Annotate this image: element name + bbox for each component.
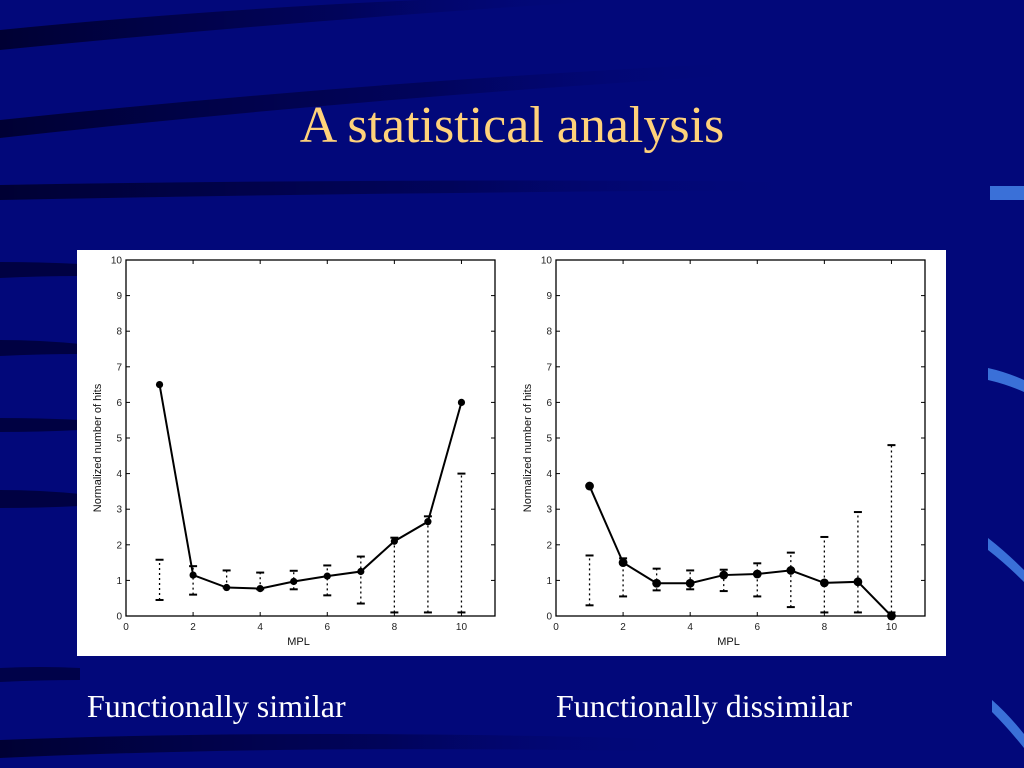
chart1-y-axis-label: Normalized number of hits xyxy=(92,383,104,512)
chart2-y-tick-label: 2 xyxy=(546,540,552,551)
chart2-data-point xyxy=(618,558,628,567)
chart1-y-tick-label: 6 xyxy=(116,398,122,409)
chart2-x-tick-label: 6 xyxy=(754,622,760,633)
chart1-y-tick-label: 1 xyxy=(116,576,122,587)
chart1-data-point xyxy=(155,381,164,389)
chart1-data-point xyxy=(357,567,365,576)
chart1-data-point xyxy=(223,583,231,592)
chart2-y-tick-label: 0 xyxy=(546,612,552,623)
chart2-y-tick-label: 7 xyxy=(546,362,552,373)
chart1-data-point xyxy=(189,571,197,579)
chart2-x-tick-label: 8 xyxy=(822,622,828,633)
chart1-y-tick-label: 4 xyxy=(116,469,122,480)
chart1-data-point xyxy=(424,518,432,526)
chart1-data-point xyxy=(290,577,298,586)
chart2-x-axis-label: MPL xyxy=(717,636,740,648)
chart1-y-tick-label: 5 xyxy=(116,434,122,445)
chart1-y-tick-label: 8 xyxy=(116,327,122,338)
chart2-data-point xyxy=(887,611,896,621)
chart1-y-tick-label: 0 xyxy=(116,612,122,623)
chart1-x-tick-label: 8 xyxy=(392,622,398,633)
chart2-data-point xyxy=(786,566,796,575)
chart1-x-tick-label: 10 xyxy=(456,622,468,633)
chart2-y-tick-label: 9 xyxy=(546,291,552,302)
chart2-data-point xyxy=(585,481,594,491)
figure-panel: 0 1 2 3 4 5 6 7 8 9 10 0 2 4 6 8 10 MPL Normalized number … xyxy=(77,250,946,656)
chart1-y-tick-label: 3 xyxy=(116,505,122,516)
chart1-data-point xyxy=(323,572,331,580)
chart1-x-tick-label: 2 xyxy=(190,622,196,633)
chart2-data-point xyxy=(652,578,662,588)
chart1-y-tick-label: 7 xyxy=(116,362,122,373)
chart1-x-tick-label: 6 xyxy=(324,622,330,633)
chart1-y-tick-label: 9 xyxy=(116,291,122,302)
chart1-y-tick-label: 10 xyxy=(111,256,123,267)
chart2-data-point xyxy=(752,569,762,579)
chart2-x-tick-label: 0 xyxy=(553,622,559,633)
chart1-plot-frame xyxy=(125,259,496,617)
chart1-data-point xyxy=(256,584,264,593)
chart2-x-tick-label: 4 xyxy=(687,622,693,633)
chart2-plot-frame xyxy=(555,259,926,617)
caption-functionally-dissimilar: Functionally dissimilar xyxy=(556,688,852,724)
chart2-y-tick-label: 5 xyxy=(546,434,552,445)
chart2-y-tick-label: 8 xyxy=(546,327,552,338)
chart2-y-axis-label: Normalized number of hits xyxy=(522,383,534,512)
chart2-data-point xyxy=(685,578,695,588)
chart2-series-line xyxy=(588,485,893,617)
chart2-y-tick-label: 1 xyxy=(546,576,552,587)
slide-title: A statistical analysis xyxy=(299,97,725,154)
chart1-series-line xyxy=(158,384,463,590)
chart1-x-axis-label: MPL xyxy=(287,636,310,648)
chart2-x-tick-label: 10 xyxy=(886,622,898,633)
chart1-y-tick-label: 2 xyxy=(116,540,122,551)
chart2-y-tick-label: 10 xyxy=(541,256,553,267)
chart1-data-point xyxy=(457,398,466,406)
chart2-data-point xyxy=(719,570,729,580)
chart2-data-point xyxy=(819,578,829,588)
chart2-x-tick-label: 2 xyxy=(620,622,626,633)
chart2-y-tick-label: 3 xyxy=(546,505,552,516)
chart2-y-tick-label: 4 xyxy=(546,469,552,480)
chart1-x-tick-label: 4 xyxy=(257,622,263,633)
caption-functionally-similar: Functionally similar xyxy=(87,688,346,724)
chart2-y-tick-label: 6 xyxy=(546,398,552,409)
chart1-data-point xyxy=(390,537,398,545)
chart2-data-point xyxy=(853,577,863,587)
chart1-x-tick-label: 0 xyxy=(123,622,129,633)
